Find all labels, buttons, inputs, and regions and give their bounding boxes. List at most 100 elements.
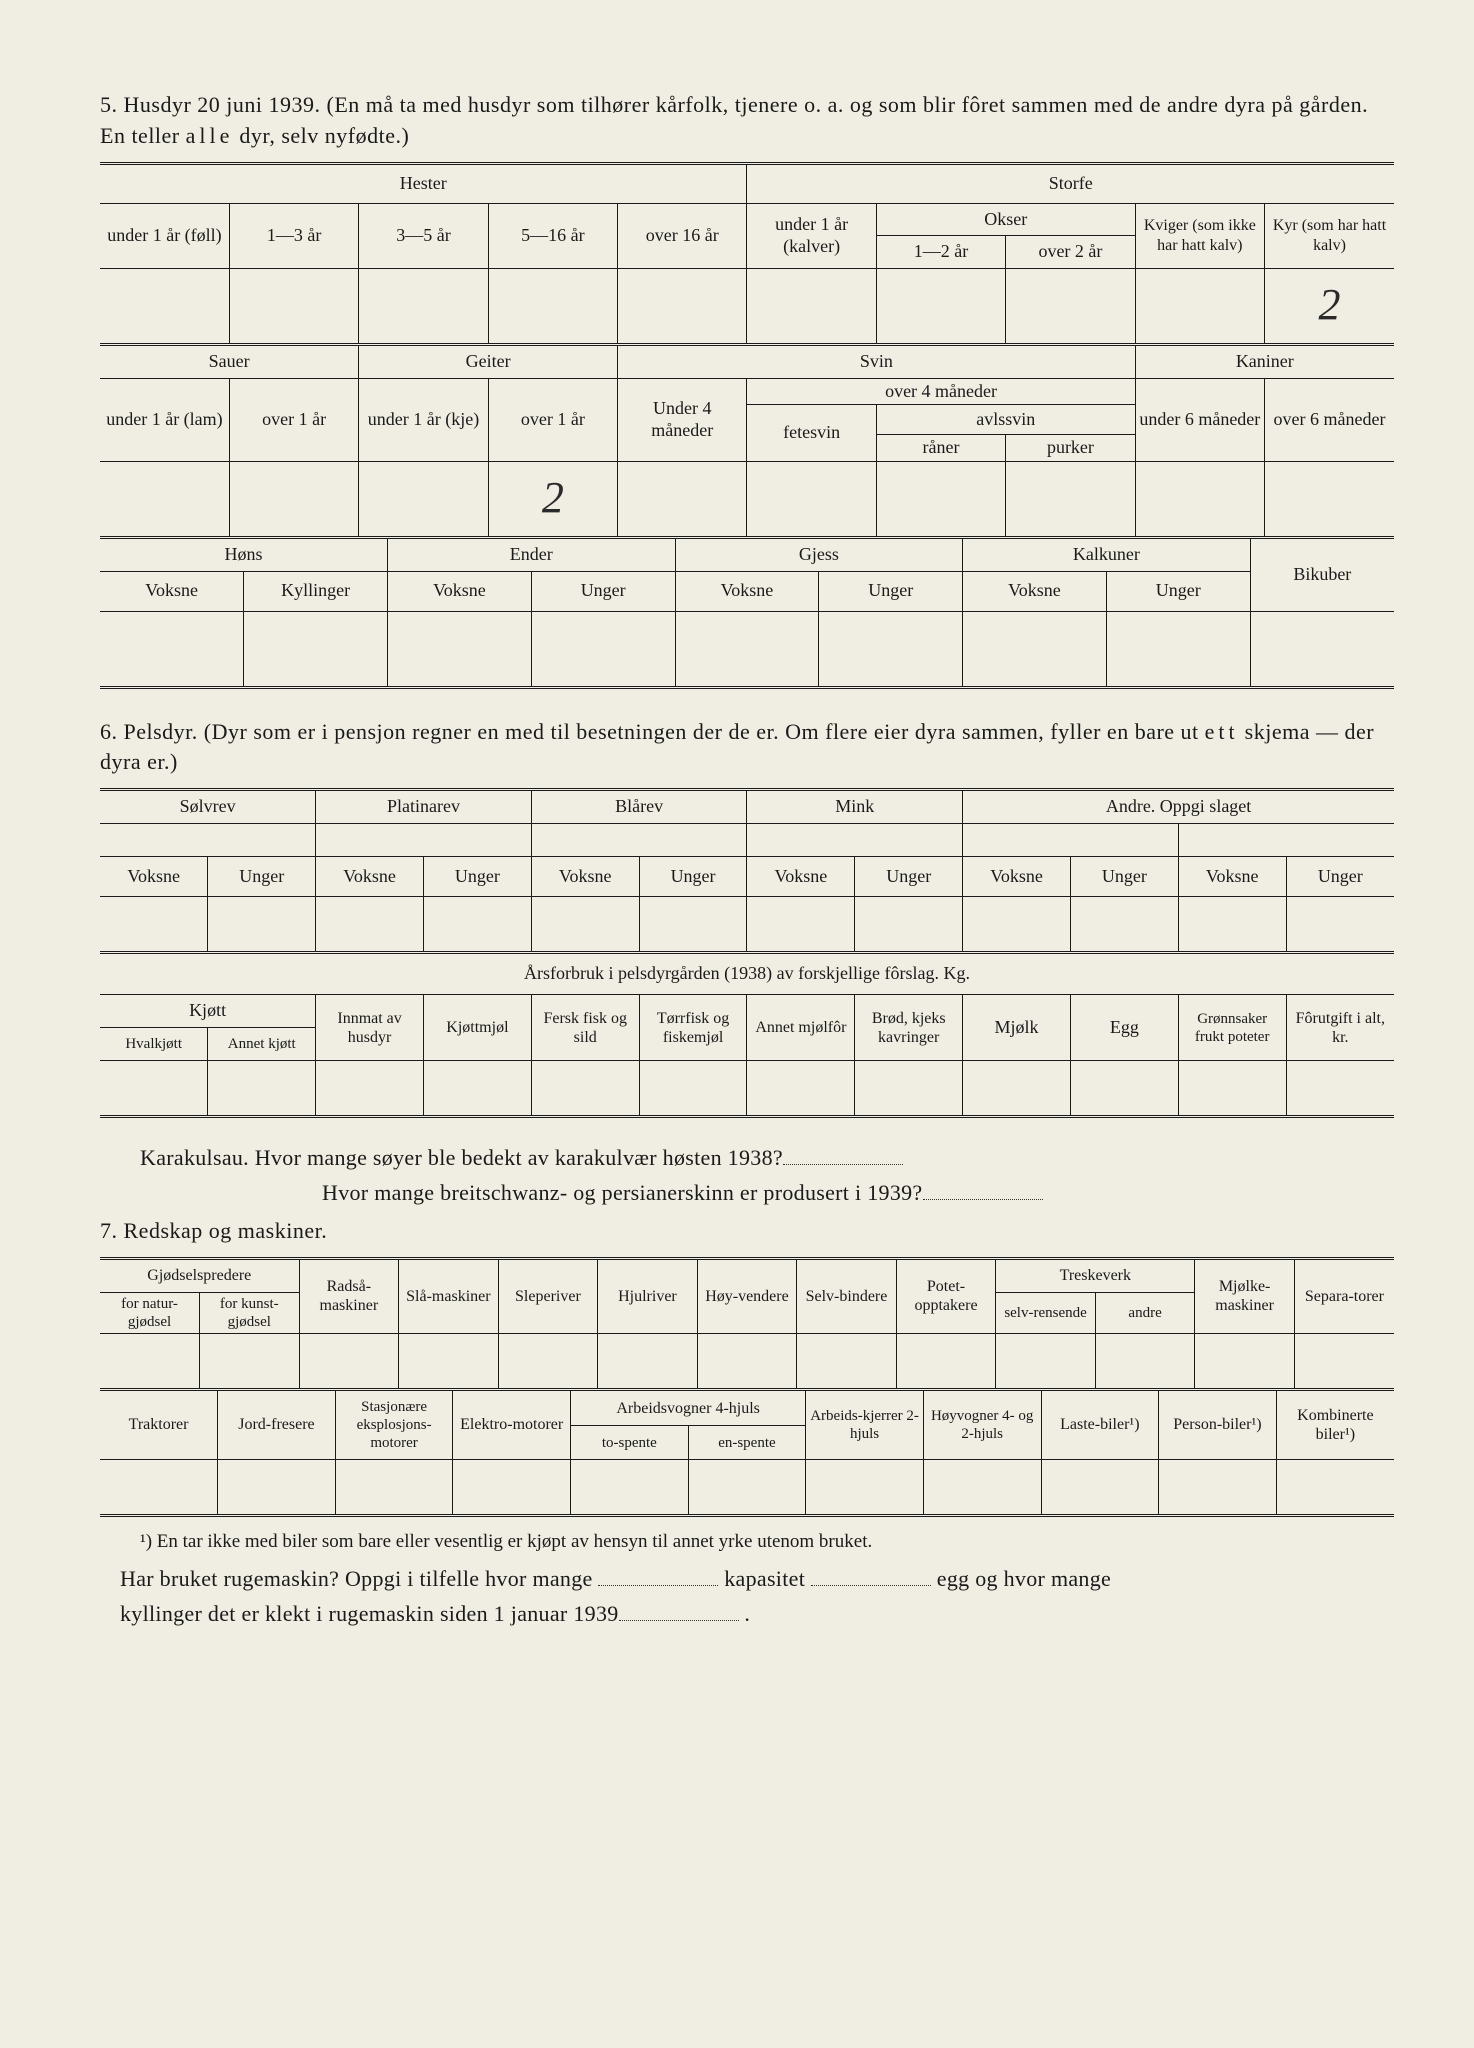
d7-4: [453, 1459, 571, 1515]
d1-1: [100, 268, 229, 344]
d7-7: [806, 1459, 924, 1515]
q2-blank: [923, 1177, 1043, 1200]
d1-7: [876, 268, 1005, 344]
d1-3: [359, 268, 488, 344]
d6-4: [399, 1333, 499, 1389]
d3-1: [100, 611, 244, 687]
d1-6: [747, 268, 876, 344]
q4-blank: [619, 1598, 739, 1621]
c-separatorer: Separa-torer: [1294, 1258, 1394, 1333]
c-selvbindere: Selv-bindere: [797, 1258, 897, 1333]
c-kjottmjol: Kjøttmjøl: [423, 995, 531, 1061]
d5-8: [855, 1061, 963, 1117]
p-u5: Unger: [1070, 857, 1178, 897]
c-arbeidskjerrer: Arbeids-kjerrer 2-hjuls: [806, 1391, 924, 1460]
c-under1kalver: under 1 år (kalver): [747, 203, 876, 268]
hd-hons: Høns: [100, 539, 388, 572]
d2-7: [876, 461, 1005, 537]
q1-text: Karakulsau. Hvor mange søyer ble bedekt …: [140, 1145, 783, 1170]
p-v6: Voksne: [1178, 857, 1286, 897]
p-v1: Voksne: [100, 857, 208, 897]
hd-bikuber: Bikuber: [1250, 539, 1394, 612]
p-v2: Voksne: [316, 857, 424, 897]
q3a: Har bruket rugemaskin? Oppgi i tilfelle …: [120, 1566, 593, 1591]
d4-2: [208, 897, 316, 953]
c-tospente: to-spente: [571, 1426, 689, 1460]
hd-kaniner: Kaniner: [1135, 346, 1394, 379]
d3-4: [531, 611, 675, 687]
d4-10: [1070, 897, 1178, 953]
hd-hester: Hester: [100, 163, 747, 203]
c-potet: Potet-opptakere: [896, 1258, 996, 1333]
c-forutgift: Fôrutgift i alt, kr.: [1286, 995, 1394, 1061]
p-v5: Voksne: [963, 857, 1071, 897]
c-personbiler: Person-biler¹): [1159, 1391, 1277, 1460]
table-pelsdyr: Sølvrev Platinarev Blårev Mink Andre. Op…: [100, 788, 1394, 954]
footnote-1: ¹) En tar ikke med biler som bare eller …: [140, 1531, 1394, 1553]
hd-mink-sub: [747, 824, 963, 857]
c-annetmjolfor: Annet mjølfôr: [747, 995, 855, 1061]
c-raner: råner: [876, 435, 1005, 462]
c-a13: 1—3 år: [229, 203, 358, 268]
hd-blarev-sub: [531, 824, 747, 857]
d5-5: [531, 1061, 639, 1117]
d3-5: [675, 611, 819, 687]
d3-7: [963, 611, 1107, 687]
d4-4: [423, 897, 531, 953]
hd-svin: Svin: [618, 346, 1136, 379]
q4: kyllinger det er klekt i rugemaskin side…: [120, 1601, 619, 1626]
p-u1: Unger: [208, 857, 316, 897]
c-innmat: Innmat av husdyr: [316, 995, 424, 1061]
table-hons: Høns Ender Gjess Kalkuner Bikuber Voksne…: [100, 539, 1394, 689]
c-under1foll: under 1 år (føll): [100, 203, 229, 268]
c-under4m: Under 4 måneder: [618, 378, 747, 461]
d6-8: [797, 1333, 897, 1389]
d3-6: [819, 611, 963, 687]
c-brod: Brød, kjeks kavringer: [855, 995, 963, 1061]
c-lastebiler: Laste-biler¹): [1041, 1391, 1159, 1460]
d5-6: [639, 1061, 747, 1117]
hd-platinarev-sub: [316, 824, 532, 857]
c-annetkjott: Annet kjøtt: [208, 1028, 316, 1061]
d5-7: [747, 1061, 855, 1117]
p-u4: Unger: [855, 857, 963, 897]
table-aarsforbruk: Årsforbruk i pelsdyrgården (1938) av for…: [100, 954, 1394, 1118]
c-a35: 3—5 år: [359, 203, 488, 268]
q3c: egg og hvor mange: [937, 1566, 1111, 1591]
c-v3: Voksne: [675, 571, 819, 611]
d2-9: [1135, 461, 1264, 537]
hd-sauer: Sauer: [100, 346, 359, 379]
d4-12: [1286, 897, 1394, 953]
c-kombinerte: Kombinerte biler¹): [1276, 1391, 1394, 1460]
t5-title: Årsforbruk i pelsdyrgården (1938) av for…: [100, 954, 1394, 995]
c-jordfresere: Jord-fresere: [218, 1391, 336, 1460]
d7-9: [1041, 1459, 1159, 1515]
s5-spaced: alle: [186, 123, 234, 148]
p-v4: Voksne: [747, 857, 855, 897]
hd-andre-sub1: [963, 824, 1179, 857]
d4-3: [316, 897, 424, 953]
d7-1: [100, 1459, 218, 1515]
d7-5: [571, 1459, 689, 1515]
hd-solvrev: Sølvrev: [100, 790, 316, 824]
table-redskap1: Gjødselspredere Radså-maskiner Slå-maski…: [100, 1257, 1394, 1391]
d6-1: [100, 1333, 200, 1389]
hd-platinarev: Platinarev: [316, 790, 532, 824]
c-traktorer: Traktorer: [100, 1391, 218, 1460]
p-u3: Unger: [639, 857, 747, 897]
d5-2: [208, 1061, 316, 1117]
d3-2: [244, 611, 388, 687]
c-over1g: over 1 år: [488, 378, 617, 461]
d4-7: [747, 897, 855, 953]
c-fornatur: for natur-gjødsel: [100, 1292, 200, 1333]
c-kviger: Kviger (som ikke har hatt kalv): [1135, 203, 1264, 268]
d2-5: [618, 461, 747, 537]
hd-andre: Andre. Oppgi slaget: [963, 790, 1394, 824]
d4-8: [855, 897, 963, 953]
c-u2: Unger: [531, 571, 675, 611]
d6-9: [896, 1333, 996, 1389]
s7-num: 7.: [100, 1218, 118, 1243]
c-kjott: Kjøtt: [100, 995, 316, 1028]
c-u4: Unger: [1106, 571, 1250, 611]
c-radsa: Radså-maskiner: [299, 1258, 399, 1333]
